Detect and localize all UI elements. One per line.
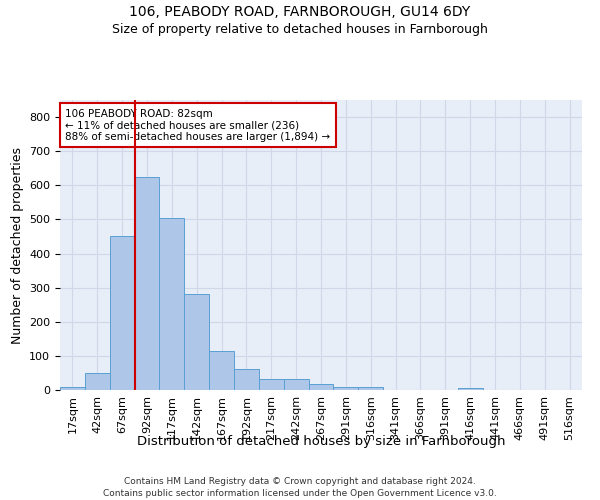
Bar <box>85 373 110 390</box>
Bar <box>358 388 383 390</box>
Bar <box>134 177 160 390</box>
Text: Distribution of detached houses by size in Farnborough: Distribution of detached houses by size … <box>137 435 505 448</box>
Bar <box>209 351 234 390</box>
Y-axis label: Number of detached properties: Number of detached properties <box>11 146 23 344</box>
Bar <box>334 386 358 390</box>
Text: Contains HM Land Registry data © Crown copyright and database right 2024.: Contains HM Land Registry data © Crown c… <box>124 478 476 486</box>
Text: 106, PEABODY ROAD, FARNBOROUGH, GU14 6DY: 106, PEABODY ROAD, FARNBOROUGH, GU14 6DY <box>130 5 470 19</box>
Bar <box>259 378 284 390</box>
Bar <box>458 388 482 390</box>
Bar <box>160 218 184 390</box>
Text: Size of property relative to detached houses in Farnborough: Size of property relative to detached ho… <box>112 22 488 36</box>
Text: Contains public sector information licensed under the Open Government Licence v3: Contains public sector information licen… <box>103 489 497 498</box>
Bar <box>110 236 134 390</box>
Bar <box>184 294 209 390</box>
Bar <box>60 386 85 390</box>
Bar <box>284 378 308 390</box>
Text: 106 PEABODY ROAD: 82sqm
← 11% of detached houses are smaller (236)
88% of semi-d: 106 PEABODY ROAD: 82sqm ← 11% of detache… <box>65 108 331 142</box>
Bar <box>234 369 259 390</box>
Bar <box>308 384 334 390</box>
